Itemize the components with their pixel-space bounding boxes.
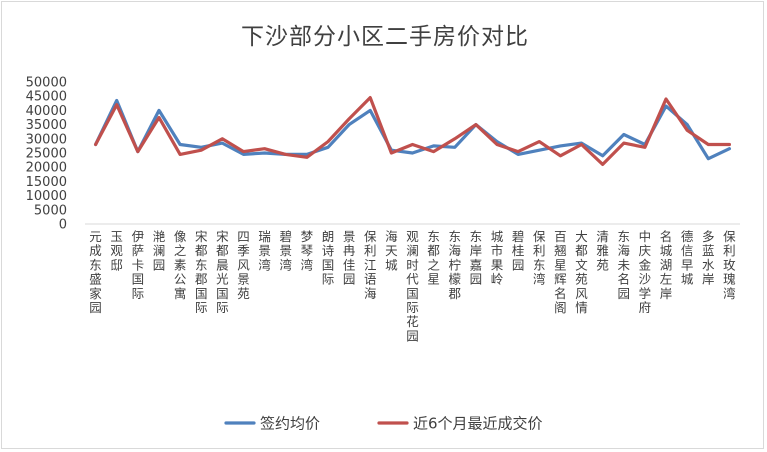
y-tick-label: 25000 bbox=[26, 147, 67, 162]
legend: 签约均价 近6个月最近成交价 bbox=[224, 415, 543, 433]
x-category-label: 玉观邸 bbox=[110, 229, 123, 272]
x-category-label: 瑞景湾 bbox=[258, 229, 271, 272]
x-category-label: 清雅苑 bbox=[596, 229, 609, 272]
x-category-label: 海天城 bbox=[385, 229, 398, 272]
x-category-label: 景冉佳园 bbox=[343, 229, 356, 287]
x-category-label: 滟澜园 bbox=[153, 229, 166, 272]
y-tick-labels: 0500010000150002000025000300003500040000… bbox=[26, 76, 67, 233]
series-line-2 bbox=[93, 95, 732, 166]
x-category-label: 朗诗国际 bbox=[322, 229, 335, 287]
x-category-label: 梦琴湾 bbox=[301, 229, 314, 272]
series-lines bbox=[93, 95, 732, 166]
x-category-label: 东海未名园 bbox=[618, 229, 631, 301]
x-category-label: 宋都晨光国际 bbox=[216, 229, 229, 315]
x-category-label: 观澜时代国际花园 bbox=[406, 229, 419, 343]
x-category-label: 保利玫瑰湾 bbox=[723, 229, 736, 301]
x-category-label: 东都之星 bbox=[427, 229, 440, 287]
x-category-label: 像之素公寓 bbox=[174, 229, 187, 301]
legend-label-1: 签约均价 bbox=[260, 415, 320, 433]
y-tick-label: 45000 bbox=[26, 90, 67, 105]
series-line-1 bbox=[93, 98, 732, 161]
y-tick-label: 30000 bbox=[26, 132, 67, 147]
x-category-label: 碧桂园 bbox=[512, 229, 525, 272]
y-tick-label: 50000 bbox=[26, 76, 67, 91]
x-category-label: 保利东湾 bbox=[533, 229, 546, 287]
x-category-label: 宋都东郡国际 bbox=[195, 229, 208, 315]
x-category-label: 四季风景苑 bbox=[237, 229, 250, 301]
y-tick-label: 35000 bbox=[26, 118, 67, 133]
y-tick-label: 15000 bbox=[26, 175, 67, 190]
x-category-label: 多蓝水岸 bbox=[702, 229, 715, 287]
y-tick-label: 5000 bbox=[34, 203, 67, 218]
y-tick-label: 20000 bbox=[26, 161, 67, 176]
y-tick-label: 10000 bbox=[26, 189, 67, 204]
legend-label-2: 近6个月最近成交价 bbox=[413, 415, 543, 433]
x-category-label: 城市果岭 bbox=[491, 229, 504, 287]
x-category-label: 东海柠檬郡 bbox=[449, 229, 462, 301]
x-category-label: 德信早城 bbox=[681, 229, 694, 287]
y-tick-label: 0 bbox=[59, 218, 67, 233]
x-category-label: 伊萨卡国际 bbox=[132, 229, 145, 301]
x-category-labels: 元成东盛家园玉观邸伊萨卡国际滟澜园像之素公寓宋都东郡国际宋都晨光国际四季风景苑瑞… bbox=[89, 229, 736, 343]
x-category-label: 元成东盛家园 bbox=[89, 229, 102, 315]
x-category-label: 保利江语海 bbox=[364, 229, 377, 301]
y-tick-label: 40000 bbox=[26, 104, 67, 119]
x-category-label: 大都文苑风情 bbox=[575, 229, 588, 315]
chart-title: 下沙部分小区二手房价对比 bbox=[241, 24, 529, 50]
x-category-label: 百翘星辉名阁 bbox=[554, 229, 567, 315]
x-category-label: 中庆金沙学府 bbox=[639, 229, 652, 315]
x-category-label: 碧景湾 bbox=[279, 229, 292, 272]
x-category-label: 东岸嘉园 bbox=[470, 229, 483, 287]
x-category-label: 名城湖左岸 bbox=[660, 229, 673, 301]
